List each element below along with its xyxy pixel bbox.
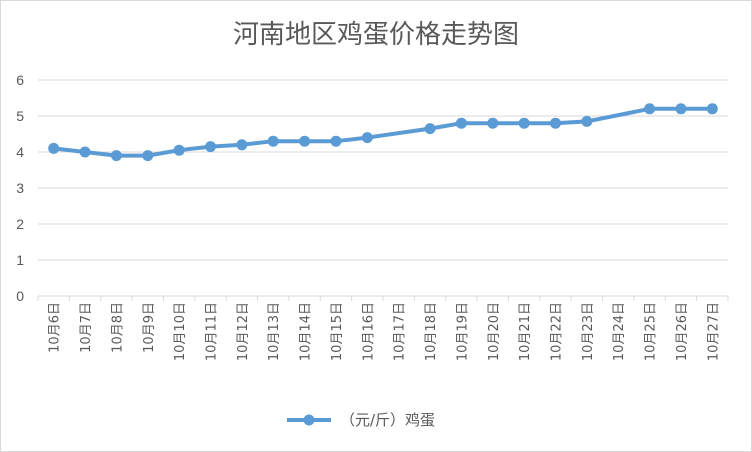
data-point: [550, 117, 561, 129]
chart-title: 河南地区鸡蛋价格走势图: [233, 20, 519, 50]
y-tick-label: 6: [16, 72, 24, 88]
data-point: [48, 142, 60, 154]
legend-marker-swatch: [303, 414, 315, 426]
y-tick-label: 5: [16, 108, 24, 124]
data-point: [455, 117, 467, 129]
data-point: [518, 117, 530, 129]
data-point: [79, 146, 91, 158]
series-egg-price: [48, 103, 718, 162]
x-tick-label: 10月14日: [299, 302, 314, 361]
x-tick-label: 10月8日: [110, 302, 125, 353]
x-tick-label: 10月16日: [361, 302, 376, 361]
data-point: [267, 135, 279, 147]
x-tick-label: 10月12日: [236, 302, 251, 361]
y-tick-label: 4: [16, 144, 24, 160]
data-point: [675, 103, 687, 115]
x-tick-label: 10月20日: [487, 302, 502, 361]
x-tick-label: 10月22日: [550, 302, 565, 361]
y-tick-label: 1: [16, 252, 24, 268]
x-tick-label: 10月9日: [142, 302, 157, 353]
y-tick-label: 0: [16, 288, 24, 304]
data-point: [142, 150, 154, 162]
data-point: [236, 139, 248, 151]
x-tick-label: 10月24日: [612, 302, 627, 361]
data-point: [424, 123, 436, 135]
x-tick-label: 10月10日: [173, 302, 188, 361]
data-point: [299, 135, 311, 147]
x-tick-label: 10月17日: [393, 302, 408, 361]
data-point: [173, 144, 185, 156]
data-point: [581, 115, 593, 127]
x-tick-label: 10月6日: [48, 302, 63, 353]
x-tick-label: 10月13日: [267, 302, 282, 361]
data-point: [487, 117, 499, 129]
y-axis: 0 1 2 3 4 5 6: [16, 72, 24, 304]
x-tick-label: 10月15日: [330, 302, 345, 361]
x-tick-label: 10月18日: [424, 302, 439, 361]
legend-label: （元/斤）鸡蛋: [340, 411, 435, 429]
data-point: [706, 103, 718, 115]
x-tick-label: 10月11日: [205, 302, 220, 361]
data-point: [330, 135, 342, 147]
gridlines: [38, 79, 728, 261]
x-tick-label: 10月23日: [581, 302, 596, 361]
x-tick-label: 10月19日: [455, 302, 470, 361]
x-tick-label: 10月7日: [79, 302, 94, 353]
x-axis: 10月6日 10月7日 10月8日 10月9日 10月10日 10月11日 10月12日 10…: [37, 295, 729, 361]
legend: （元/斤）鸡蛋: [287, 411, 435, 429]
data-point: [361, 132, 373, 144]
data-point: [205, 141, 216, 153]
x-tick-label: 10月27日: [706, 302, 721, 361]
data-point: [644, 103, 656, 115]
y-tick-label: 3: [16, 180, 24, 196]
data-point: [110, 150, 122, 162]
x-tick-label: 10月26日: [675, 302, 690, 361]
x-tick-label: 10月25日: [644, 302, 659, 361]
x-tick-label: 10月21日: [518, 302, 533, 361]
y-tick-label: 2: [16, 216, 24, 232]
